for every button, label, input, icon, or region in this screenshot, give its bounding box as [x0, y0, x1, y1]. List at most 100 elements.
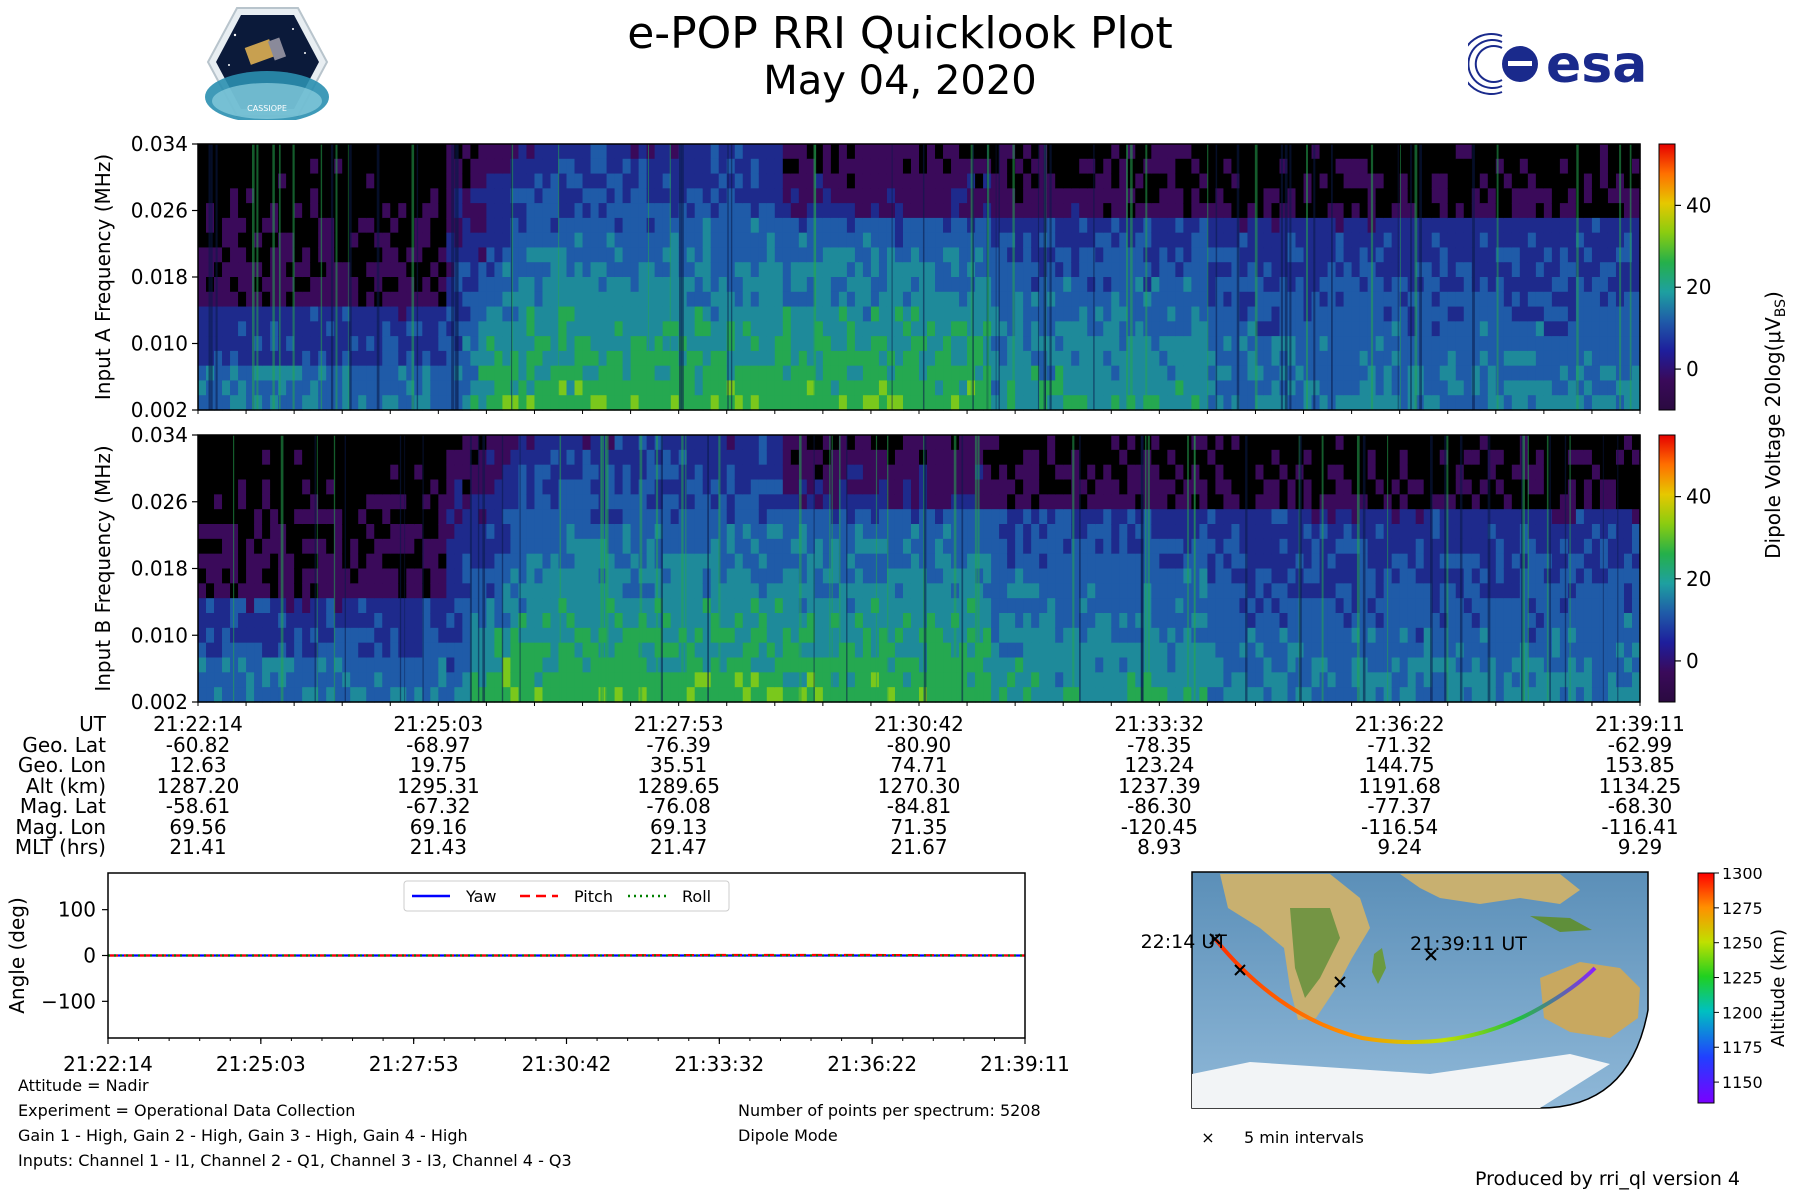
altitude-colorbar-label: Altitude (km) [1768, 929, 1789, 1047]
attitude-xtick-label: 21:27:53 [369, 1052, 459, 1076]
inputs-info: Inputs: Channel 1 - I1, Channel 2 - Q1, … [18, 1151, 572, 1170]
attitude-xtick-label: 21:22:14 [63, 1052, 153, 1076]
ephemeris-cell: 35.51 [650, 753, 708, 777]
ephemeris-cell: -86.30 [1127, 794, 1192, 818]
ephemeris-cell: 21:30:42 [874, 712, 964, 736]
australia-landmass [1540, 962, 1640, 1038]
ephemeris-cell: 1289.65 [637, 773, 721, 798]
ephemeris-row-label: Mag. Lon [15, 814, 106, 839]
colorbar-label-close: ) [1761, 291, 1785, 299]
ephemeris-cell: 21.67 [890, 835, 948, 859]
attitude-ytick-label: 0 [83, 944, 96, 968]
attitude-xtick-label: 21:30:42 [522, 1052, 612, 1076]
map-legend-label: 5 min intervals [1244, 1128, 1364, 1147]
ephemeris-cell: 71.35 [890, 814, 948, 839]
ephemeris-cell: 144.75 [1364, 753, 1435, 777]
input-a-spectrogram [198, 144, 1641, 411]
ephemeris-cell: -76.39 [646, 732, 711, 757]
input-b-ytick-label: 0.010 [131, 623, 188, 647]
ephemeris-cell: 1134.25 [1598, 773, 1682, 798]
attitude-xtick-label: 21:25:03 [216, 1052, 306, 1076]
ephemeris-cell: 74.71 [890, 753, 948, 777]
ephemeris-row-label: Geo. Lon [17, 753, 106, 777]
attitude-xtick-label: 21:39:11 [980, 1052, 1070, 1076]
input-b-colorbar-tick-label: 0 [1686, 649, 1699, 673]
legend-label-pitch: Pitch [574, 887, 613, 906]
attitude-legend [403, 880, 730, 912]
altitude-tick-label: 1250 [1722, 934, 1763, 953]
altitude-tick-label: 1150 [1722, 1073, 1763, 1092]
altitude-tick-label: 1175 [1722, 1038, 1763, 1057]
ephemeris-cell: -67.32 [406, 794, 471, 818]
ephemeris-cell: 19.75 [409, 753, 467, 777]
attitude-ytick-label: 100 [58, 898, 96, 922]
input-b-ylabel: Input B Frequency (MHz) [91, 445, 115, 691]
ephemeris-cell: 21:25:03 [393, 712, 484, 736]
input-a-colorbar-tick-label: 0 [1686, 357, 1699, 381]
mode-info: Dipole Mode [738, 1126, 838, 1145]
ephemeris-cell: 153.85 [1605, 753, 1675, 777]
legend-label-roll: Roll [682, 887, 711, 906]
attitude-xtick-label: 21:36:22 [827, 1052, 917, 1076]
ephemeris-cell: -120.45 [1120, 814, 1198, 839]
ephemeris-cell: 21:22:14 [153, 712, 243, 736]
ephemeris-row-label: Geo. Lat [22, 732, 106, 757]
page-date: May 04, 2020 [763, 58, 1037, 104]
input-a-ytick-label: 0.026 [131, 199, 188, 223]
page-title: e-POP RRI Quicklook Plot [627, 8, 1173, 59]
ephemeris-cell: 12.63 [169, 753, 227, 777]
spectrogram-figure: 0.002 0.010 0.018 0.026 0.034 Input A Frequen… [91, 132, 1789, 714]
track-end-label: 21:39:11 UT [1410, 933, 1527, 955]
ephemeris-cell: -60.82 [165, 732, 231, 757]
input-b-ytick-label: 0.034 [131, 423, 188, 447]
ephemeris-cell: -84.81 [886, 794, 952, 818]
ephemeris-cell: 1270.30 [877, 773, 961, 798]
ephemeris-cell: 1287.20 [156, 773, 240, 798]
altitude-tick-label: 1275 [1722, 899, 1763, 918]
ephemeris-cell: 1191.68 [1358, 773, 1442, 798]
ephemeris-cell: 69.16 [409, 814, 467, 839]
attitude-xtick-label: 21:33:32 [674, 1052, 764, 1076]
input-b-ytick-label: 0.026 [131, 490, 188, 514]
input-b-ytick-label: 0.018 [131, 557, 188, 581]
legend-label-yaw: Yaw [465, 887, 496, 906]
input-a-ytick-label: 0.018 [131, 265, 188, 289]
gain-info: Gain 1 - High, Gain 2 - High, Gain 3 - H… [18, 1126, 468, 1145]
ephemeris-cell: 21.47 [650, 835, 708, 859]
attitude-ylabel: Angle (deg) [5, 897, 29, 1014]
input-b-colorbar [1658, 434, 1676, 703]
colorbar-label-main: Dipole Voltage 20log(μV [1761, 317, 1785, 559]
track-start-label: 21:22:14 UT [1140, 931, 1227, 953]
ephemeris-cell: -71.32 [1367, 732, 1432, 757]
input-b-colorbar-tick-label: 40 [1686, 485, 1711, 509]
input-a-ytick-label: 0.010 [131, 332, 188, 356]
esa-logo-text: esa [1546, 35, 1647, 95]
esa-logo: esa [1468, 33, 1647, 95]
map-legend-marker: × [1201, 1128, 1214, 1147]
ephemeris-row-label: MLT (hrs) [14, 835, 106, 859]
ephemeris-cell: 8.93 [1137, 835, 1182, 859]
cassiope-logo-text: CASSIOPE [247, 104, 287, 113]
ephemeris-cell: 123.24 [1124, 753, 1195, 777]
ephemeris-cell: 1237.39 [1117, 773, 1201, 798]
ephemeris-cell: 21:39:11 [1595, 712, 1685, 736]
input-b-spectrogram [198, 435, 1641, 703]
ephemeris-cell: 21:27:53 [633, 712, 724, 736]
input-a-ylabel: Input A Frequency (MHz) [91, 154, 115, 400]
input-a-colorbar-tick-label: 20 [1686, 275, 1711, 299]
ephemeris-cell: -76.08 [646, 794, 711, 818]
ephemeris-table: UT Geo. Lat Geo. Lon Alt (km) Mag. Lat Mag. L… [0, 712, 1800, 862]
ephemeris-cell: -68.30 [1607, 794, 1673, 818]
input-a-colorbar [1658, 143, 1676, 411]
ephemeris-cell: 21.41 [169, 835, 227, 859]
ephemeris-cell: 1295.31 [396, 773, 480, 798]
attitude-ytick-label: −100 [41, 989, 96, 1013]
input-b-ytick-label: 0.002 [131, 690, 188, 714]
ephemeris-cell: -80.90 [886, 732, 952, 757]
ephemeris-cell: -116.54 [1361, 814, 1439, 839]
antarctica-landmass [1192, 1054, 1610, 1108]
altitude-tick-label: 1200 [1722, 1003, 1763, 1022]
orbit-track [1214, 938, 1597, 1045]
ephemeris-cell: 9.29 [1617, 835, 1663, 859]
ephemeris-row-label: Mag. Lat [19, 794, 106, 818]
